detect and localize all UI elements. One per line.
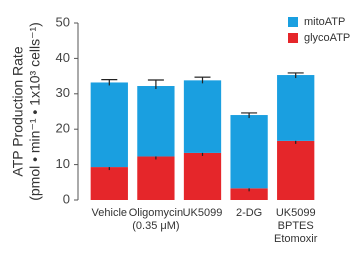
y-tick-label: 40 xyxy=(56,50,70,65)
bar-segment xyxy=(183,152,222,200)
error-bar xyxy=(287,72,304,79)
x-tick-label: 2-DG xyxy=(236,207,262,219)
legend-label: mitoATP xyxy=(304,16,345,28)
legend-label: glycoATP xyxy=(304,32,350,44)
y-axis-label: ATP Production Rate xyxy=(10,46,26,176)
legend-swatch xyxy=(288,17,298,27)
y-tick-label: 30 xyxy=(56,85,70,100)
x-tick-label: Oligomycin xyxy=(129,207,183,219)
bar-segment xyxy=(137,86,175,157)
x-tick-label: Etomoxir xyxy=(274,233,318,245)
bar-segment xyxy=(137,156,175,200)
bar-segment xyxy=(230,115,268,189)
error-bar xyxy=(147,79,164,90)
error-bar xyxy=(241,112,258,119)
legend-swatch xyxy=(288,33,298,43)
bar-segment xyxy=(183,80,222,153)
bar-segment xyxy=(277,75,315,141)
y-tick-label: 0 xyxy=(63,191,70,206)
x-tick-label: (0.35 μM) xyxy=(132,220,179,232)
bar-segment xyxy=(90,167,128,200)
bar-segment xyxy=(90,82,128,168)
error-bar xyxy=(101,79,118,86)
x-tick-label: UK5099 xyxy=(276,207,316,219)
y-tick-label: 10 xyxy=(56,156,70,171)
x-tick-label: UK5099 xyxy=(183,207,223,219)
x-tick-label: Vehicle xyxy=(92,207,127,219)
bar-segment xyxy=(277,140,315,200)
bar-segment xyxy=(230,188,268,200)
y-tick-label: 20 xyxy=(56,121,70,136)
y-axis-label: (pmol • min⁻¹ • 1x10³ cells⁻¹) xyxy=(27,22,43,201)
x-tick-label: BPTES xyxy=(278,220,314,232)
y-tick-label: 50 xyxy=(56,14,70,29)
error-bar xyxy=(194,76,211,84)
